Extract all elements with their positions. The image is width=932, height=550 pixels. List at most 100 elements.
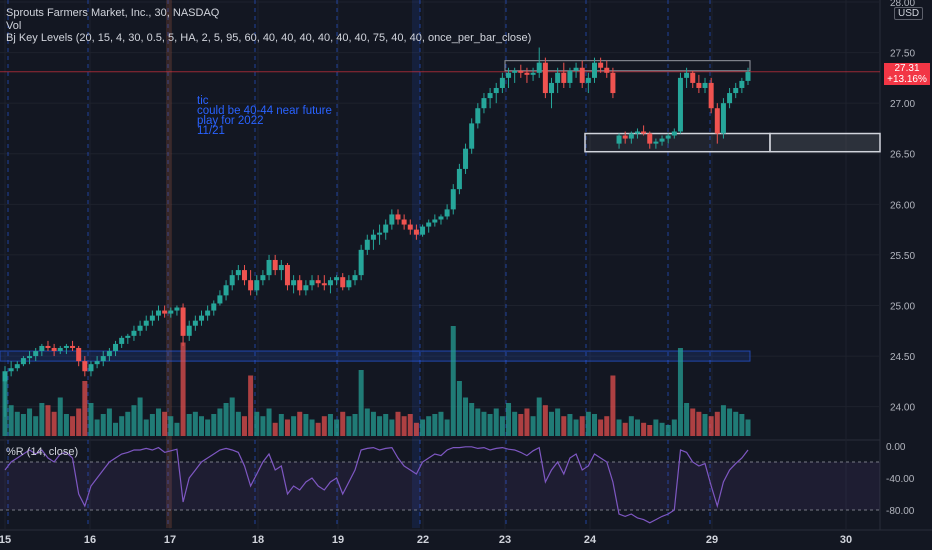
volume-bar [720, 405, 726, 436]
candle-body [82, 361, 88, 372]
volume-bar [248, 375, 254, 436]
volume-bar [106, 408, 112, 436]
volume-bar [530, 416, 536, 436]
candle-body [708, 82, 714, 109]
volume-bar [8, 405, 14, 436]
candle-body [512, 70, 518, 73]
candle-body [542, 62, 548, 94]
volume-bar [88, 403, 94, 436]
time-tick-label: 24 [584, 534, 597, 546]
candle-body [610, 72, 616, 94]
volume-bar [63, 414, 69, 436]
volume-bar [358, 370, 364, 436]
candle-body [352, 275, 358, 281]
annotation-line: play for 2022 [197, 115, 264, 127]
candle-body [27, 356, 33, 359]
volume-bar [149, 414, 155, 436]
candle-body [487, 93, 493, 99]
candle-body [536, 62, 542, 73]
price-tick-label: 27.50 [890, 49, 915, 60]
volume-bar [677, 348, 683, 436]
candle-body [549, 82, 555, 94]
candle-body [358, 249, 364, 276]
volume-bar [444, 419, 450, 436]
candle-body [149, 315, 155, 321]
candle-body [641, 131, 647, 134]
volume-bar [450, 326, 456, 436]
volume-bar [438, 411, 444, 436]
price-change: +13.16% [887, 74, 927, 85]
time-tick-label: 18 [252, 534, 264, 546]
volume-bar [334, 419, 340, 436]
volume-bar [321, 416, 327, 436]
candle-body [475, 108, 481, 124]
volume-bar [561, 416, 567, 436]
volume-bar [499, 416, 505, 436]
candle-body [518, 70, 524, 73]
candle-body [284, 265, 290, 286]
volume-bar [585, 411, 591, 436]
volume-bar [696, 411, 702, 436]
volume-bar [432, 414, 438, 436]
volume-bar [383, 414, 389, 436]
candle-body [14, 364, 20, 369]
volume-bar [549, 411, 555, 436]
williams-r-legend: %R (14, close) [6, 446, 79, 458]
wr-tick-label: 0.00 [886, 442, 906, 453]
price-tick-label: 26.50 [890, 150, 915, 161]
volume-bar [524, 408, 530, 436]
candle-body [383, 224, 389, 233]
candle-body [235, 270, 241, 276]
support-zone-low [0, 350, 751, 362]
volume-bar [616, 419, 622, 436]
volume-bar [567, 414, 573, 436]
time-tick-label: 15 [0, 534, 11, 546]
candle-body [622, 135, 628, 139]
candle-body [315, 280, 321, 284]
volume-bar [260, 416, 266, 436]
candle-body [346, 280, 352, 288]
candle-body [463, 148, 469, 169]
candle-body [186, 325, 192, 336]
chart-annotation[interactable]: tic could be 40-44 near future play for … [197, 95, 332, 137]
candle-body [143, 320, 149, 326]
volume-bar [94, 419, 100, 436]
volume-bar [395, 411, 401, 436]
candle-body [106, 351, 112, 357]
candle-body [456, 168, 462, 190]
annotation-line: tic [197, 95, 209, 107]
indicator-legend: Bj Key Levels (20, 15, 4, 30, 0.5, 5, HA… [6, 32, 532, 44]
volume-bar [745, 419, 751, 436]
volume-bar [370, 411, 376, 436]
currency-badge[interactable]: USD [894, 7, 924, 20]
volume-bar [671, 419, 677, 436]
volume-bar [493, 408, 499, 436]
candle-body [131, 330, 137, 336]
candle-body [579, 67, 585, 83]
volume-bar [413, 422, 419, 436]
volume-bar [573, 419, 579, 436]
candle-body [684, 72, 690, 78]
volume-bar [739, 414, 745, 436]
volume-bar [156, 408, 162, 436]
candle-body [702, 82, 708, 88]
volume-bar [284, 419, 290, 436]
candle-body [278, 265, 284, 271]
candle-body [634, 131, 640, 134]
annotation-line: could be 40-44 near future [197, 105, 332, 117]
candle-body [113, 343, 119, 352]
candle-body [70, 345, 76, 348]
candle-body [39, 345, 45, 352]
volume-bar [192, 411, 198, 436]
candle-body [137, 325, 143, 331]
candle-body [690, 72, 696, 83]
volume-bar [377, 416, 383, 436]
price-tick-label: 26.00 [890, 200, 915, 211]
candle-body [364, 239, 370, 250]
volume-bar [70, 416, 76, 436]
volume-bar [57, 397, 63, 436]
volume-bar [45, 405, 51, 436]
volume-bar [714, 411, 720, 436]
candle-body [33, 351, 39, 357]
